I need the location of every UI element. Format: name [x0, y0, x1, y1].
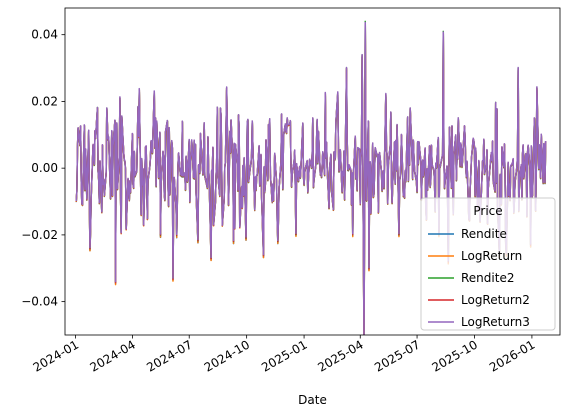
x-tick-label: 2024-04	[87, 337, 137, 374]
x-tick-label: 2025-10	[430, 337, 480, 374]
legend-entry-rendite2: Rendite2	[461, 271, 514, 285]
x-tick-label: 2025-04	[315, 337, 365, 374]
series-lines	[75, 20, 547, 335]
legend-entry-rendite: Rendite	[461, 227, 507, 241]
y-tick-label: 0.04	[31, 28, 58, 42]
legend-entry-logreturn2: LogReturn2	[461, 293, 530, 307]
x-tick-label: 2025-07	[372, 337, 422, 374]
legend-title: Price	[473, 204, 502, 218]
legend-entry-logreturn: LogReturn	[461, 249, 522, 263]
y-tick-label: 0.02	[31, 94, 58, 108]
y-tick-label: 0.00	[31, 161, 58, 175]
x-tick-label: 2024-07	[144, 337, 194, 374]
y-tick-label: −0.02	[21, 228, 58, 242]
x-tick-label: 2026-01	[487, 337, 537, 374]
x-tick-label: 2025-01	[259, 337, 309, 374]
x-tick-label: 2024-01	[31, 337, 81, 374]
legend: Price Rendite LogReturn Rendite2 LogReturn2 L…	[420, 197, 556, 331]
y-tick-label: −0.04	[21, 295, 58, 309]
x-axis-label: Date	[298, 393, 327, 407]
plot-frame	[64, 7, 561, 336]
legend-box	[420, 197, 556, 331]
series-line-logreturn3	[75, 21, 547, 335]
x-tick-label: 2024-10	[202, 337, 252, 374]
legend-entry-logreturn3: LogReturn3	[461, 315, 530, 329]
